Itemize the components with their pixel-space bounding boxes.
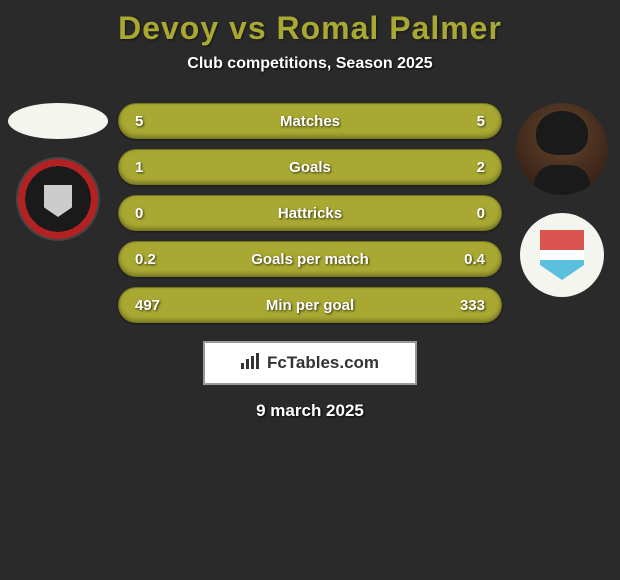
stat-label: Goals [289, 159, 331, 176]
main-row: 5 Matches 5 1 Goals 2 0 Hattricks 0 0.2 … [0, 103, 620, 323]
infographic-date: 9 march 2025 [0, 401, 620, 421]
stat-right-value: 2 [477, 159, 485, 176]
player-left-avatar [8, 103, 108, 139]
stat-row-matches: 5 Matches 5 [118, 103, 502, 139]
infographic-root: Devoy vs Romal Palmer Club competitions,… [0, 0, 620, 431]
player-left-column [8, 103, 108, 241]
player-left-club-badge [16, 157, 100, 241]
stat-left-value: 0 [135, 205, 143, 222]
stat-row-goals-per-match: 0.2 Goals per match 0.4 [118, 241, 502, 277]
stat-label: Goals per match [251, 251, 369, 268]
stat-left-value: 497 [135, 297, 160, 314]
stat-right-value: 0.4 [464, 251, 485, 268]
stat-left-value: 5 [135, 113, 143, 130]
stat-row-goals: 1 Goals 2 [118, 149, 502, 185]
brand-text: FcTables.com [267, 353, 379, 373]
stat-left-value: 1 [135, 159, 143, 176]
brand-badge: FcTables.com [203, 341, 417, 385]
player-right-avatar [516, 103, 608, 195]
stat-row-hattricks: 0 Hattricks 0 [118, 195, 502, 231]
comparison-title: Devoy vs Romal Palmer [0, 10, 620, 47]
stat-right-value: 5 [477, 113, 485, 130]
stat-left-value: 0.2 [135, 251, 156, 268]
stats-column: 5 Matches 5 1 Goals 2 0 Hattricks 0 0.2 … [118, 103, 502, 323]
stat-label: Min per goal [266, 297, 354, 314]
stat-row-min-per-goal: 497 Min per goal 333 [118, 287, 502, 323]
season-subtitle: Club competitions, Season 2025 [0, 55, 620, 73]
stat-right-value: 0 [477, 205, 485, 222]
chart-icon [241, 353, 261, 374]
player-right-club-badge [520, 213, 604, 297]
stat-right-value: 333 [460, 297, 485, 314]
stat-label: Matches [280, 113, 340, 130]
stat-label: Hattricks [278, 205, 342, 222]
player-right-column [512, 103, 612, 297]
